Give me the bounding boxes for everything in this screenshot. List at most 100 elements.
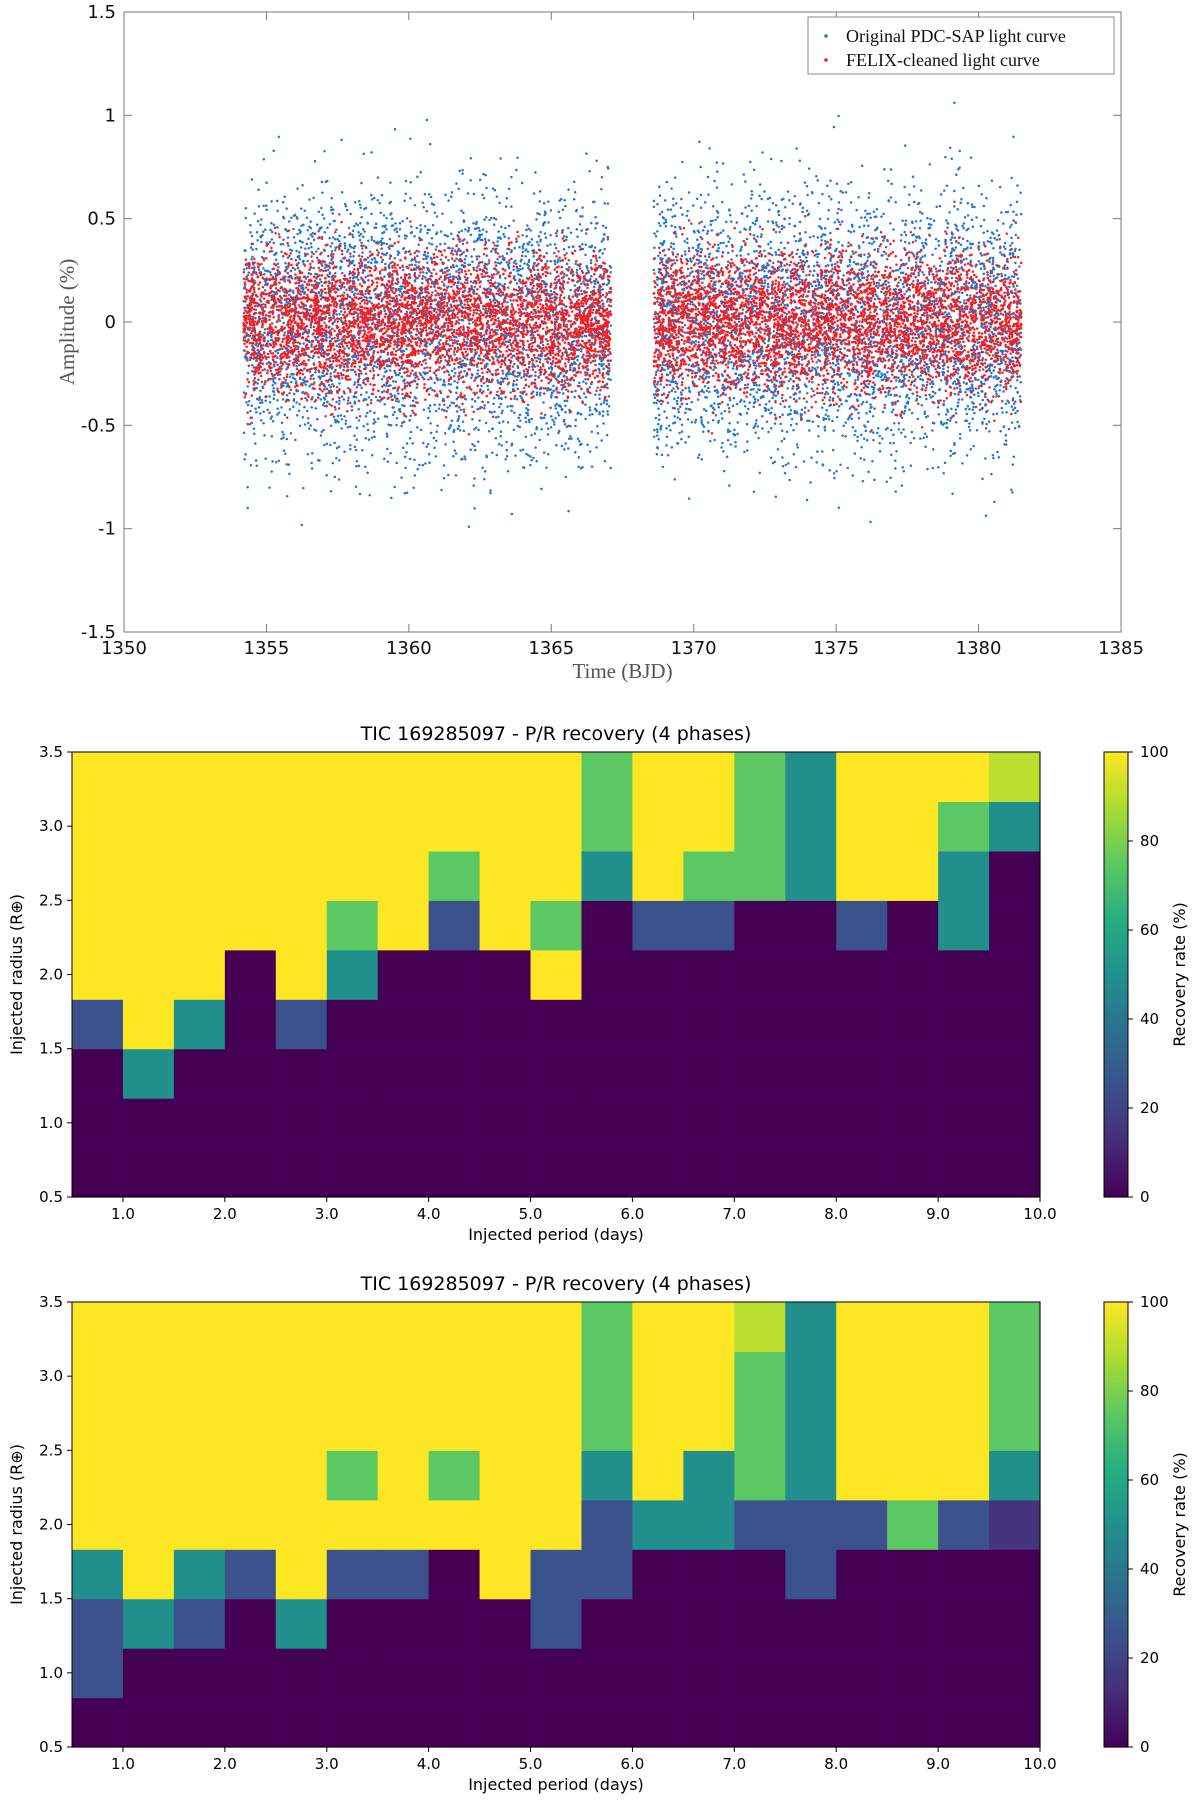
point-original	[330, 242, 334, 245]
point-original	[700, 272, 703, 276]
point-original	[425, 366, 429, 369]
point-original	[322, 374, 325, 377]
point-original	[573, 284, 577, 287]
point-original	[835, 470, 838, 473]
point-original	[546, 244, 549, 247]
point-original	[590, 275, 593, 278]
point-original	[264, 269, 267, 272]
point-original	[510, 249, 513, 252]
point-original	[280, 421, 284, 425]
point-original	[401, 220, 404, 223]
point-original	[471, 321, 475, 324]
point-original	[275, 356, 279, 359]
point-original	[569, 231, 573, 235]
point-original	[389, 452, 392, 455]
point-original	[463, 455, 466, 458]
point-original	[259, 412, 262, 415]
point-original	[565, 399, 569, 402]
point-original	[555, 229, 559, 232]
point-original	[907, 203, 911, 207]
point-original	[547, 311, 551, 315]
point-original	[605, 300, 609, 303]
point-original	[470, 376, 473, 380]
light-curve-scatter-plot: 1350 1355 1360 1365 1370 1375 1380 1385 1.510.5…	[55, 2, 1144, 683]
point-original	[338, 382, 341, 385]
point-original	[462, 211, 465, 214]
point-original	[525, 294, 528, 298]
point-original	[525, 407, 528, 410]
point-original	[746, 383, 750, 386]
point-original	[476, 369, 480, 372]
point-original	[535, 427, 538, 431]
point-original	[306, 417, 310, 420]
point-original	[572, 378, 576, 382]
point-original	[324, 180, 328, 184]
point-original	[366, 222, 370, 225]
point-original	[341, 271, 344, 275]
point-original	[349, 212, 352, 216]
point-original	[509, 299, 512, 302]
point-original	[367, 438, 371, 441]
point-original	[580, 350, 583, 353]
point-original	[526, 339, 529, 343]
point-original	[992, 456, 995, 460]
point-original	[555, 234, 558, 238]
point-original	[564, 305, 567, 308]
point-original	[567, 188, 570, 191]
point-original	[381, 224, 385, 228]
point-original	[484, 173, 487, 177]
point-original	[309, 424, 312, 427]
point-original	[340, 191, 344, 194]
point-original	[516, 371, 520, 375]
point-original	[465, 341, 469, 345]
point-original	[301, 391, 304, 394]
point-original	[464, 457, 467, 461]
point-original	[982, 272, 986, 276]
point-original	[398, 293, 401, 297]
point-original	[385, 216, 388, 220]
point-original	[399, 285, 402, 288]
point-original	[590, 430, 594, 433]
point-original	[751, 221, 755, 225]
point-original	[598, 362, 601, 366]
point-original	[555, 443, 558, 447]
point-original	[360, 181, 363, 185]
point-original	[268, 240, 272, 244]
point-original	[937, 413, 941, 416]
point-original	[245, 355, 248, 359]
point-original	[783, 405, 786, 409]
point-original	[455, 182, 458, 185]
point-original	[694, 418, 698, 422]
point-original	[335, 246, 338, 249]
point-original	[309, 325, 313, 329]
point-original	[434, 373, 438, 377]
point-original	[589, 361, 593, 364]
point-original	[317, 375, 321, 379]
point-original	[332, 236, 335, 239]
point-original	[324, 394, 328, 398]
point-original	[525, 234, 528, 238]
point-original	[383, 309, 387, 312]
point-original	[923, 410, 927, 413]
point-original	[606, 410, 609, 413]
point-original	[263, 289, 267, 292]
point-original	[671, 215, 674, 218]
point-original	[596, 221, 599, 225]
point-original	[477, 294, 481, 298]
point-original	[584, 334, 588, 338]
point-original	[783, 358, 786, 361]
point-original	[268, 395, 271, 398]
point-original	[390, 212, 393, 215]
point-original	[576, 437, 580, 440]
point-original	[810, 387, 813, 390]
point-original	[472, 240, 476, 243]
point-original	[360, 255, 364, 258]
point-original	[792, 397, 796, 401]
point-original	[388, 364, 392, 368]
point-original	[406, 374, 409, 377]
point-original	[340, 427, 343, 430]
point-original	[752, 359, 755, 362]
point-original	[591, 413, 594, 416]
point-original	[744, 206, 747, 209]
point-original	[549, 426, 553, 429]
